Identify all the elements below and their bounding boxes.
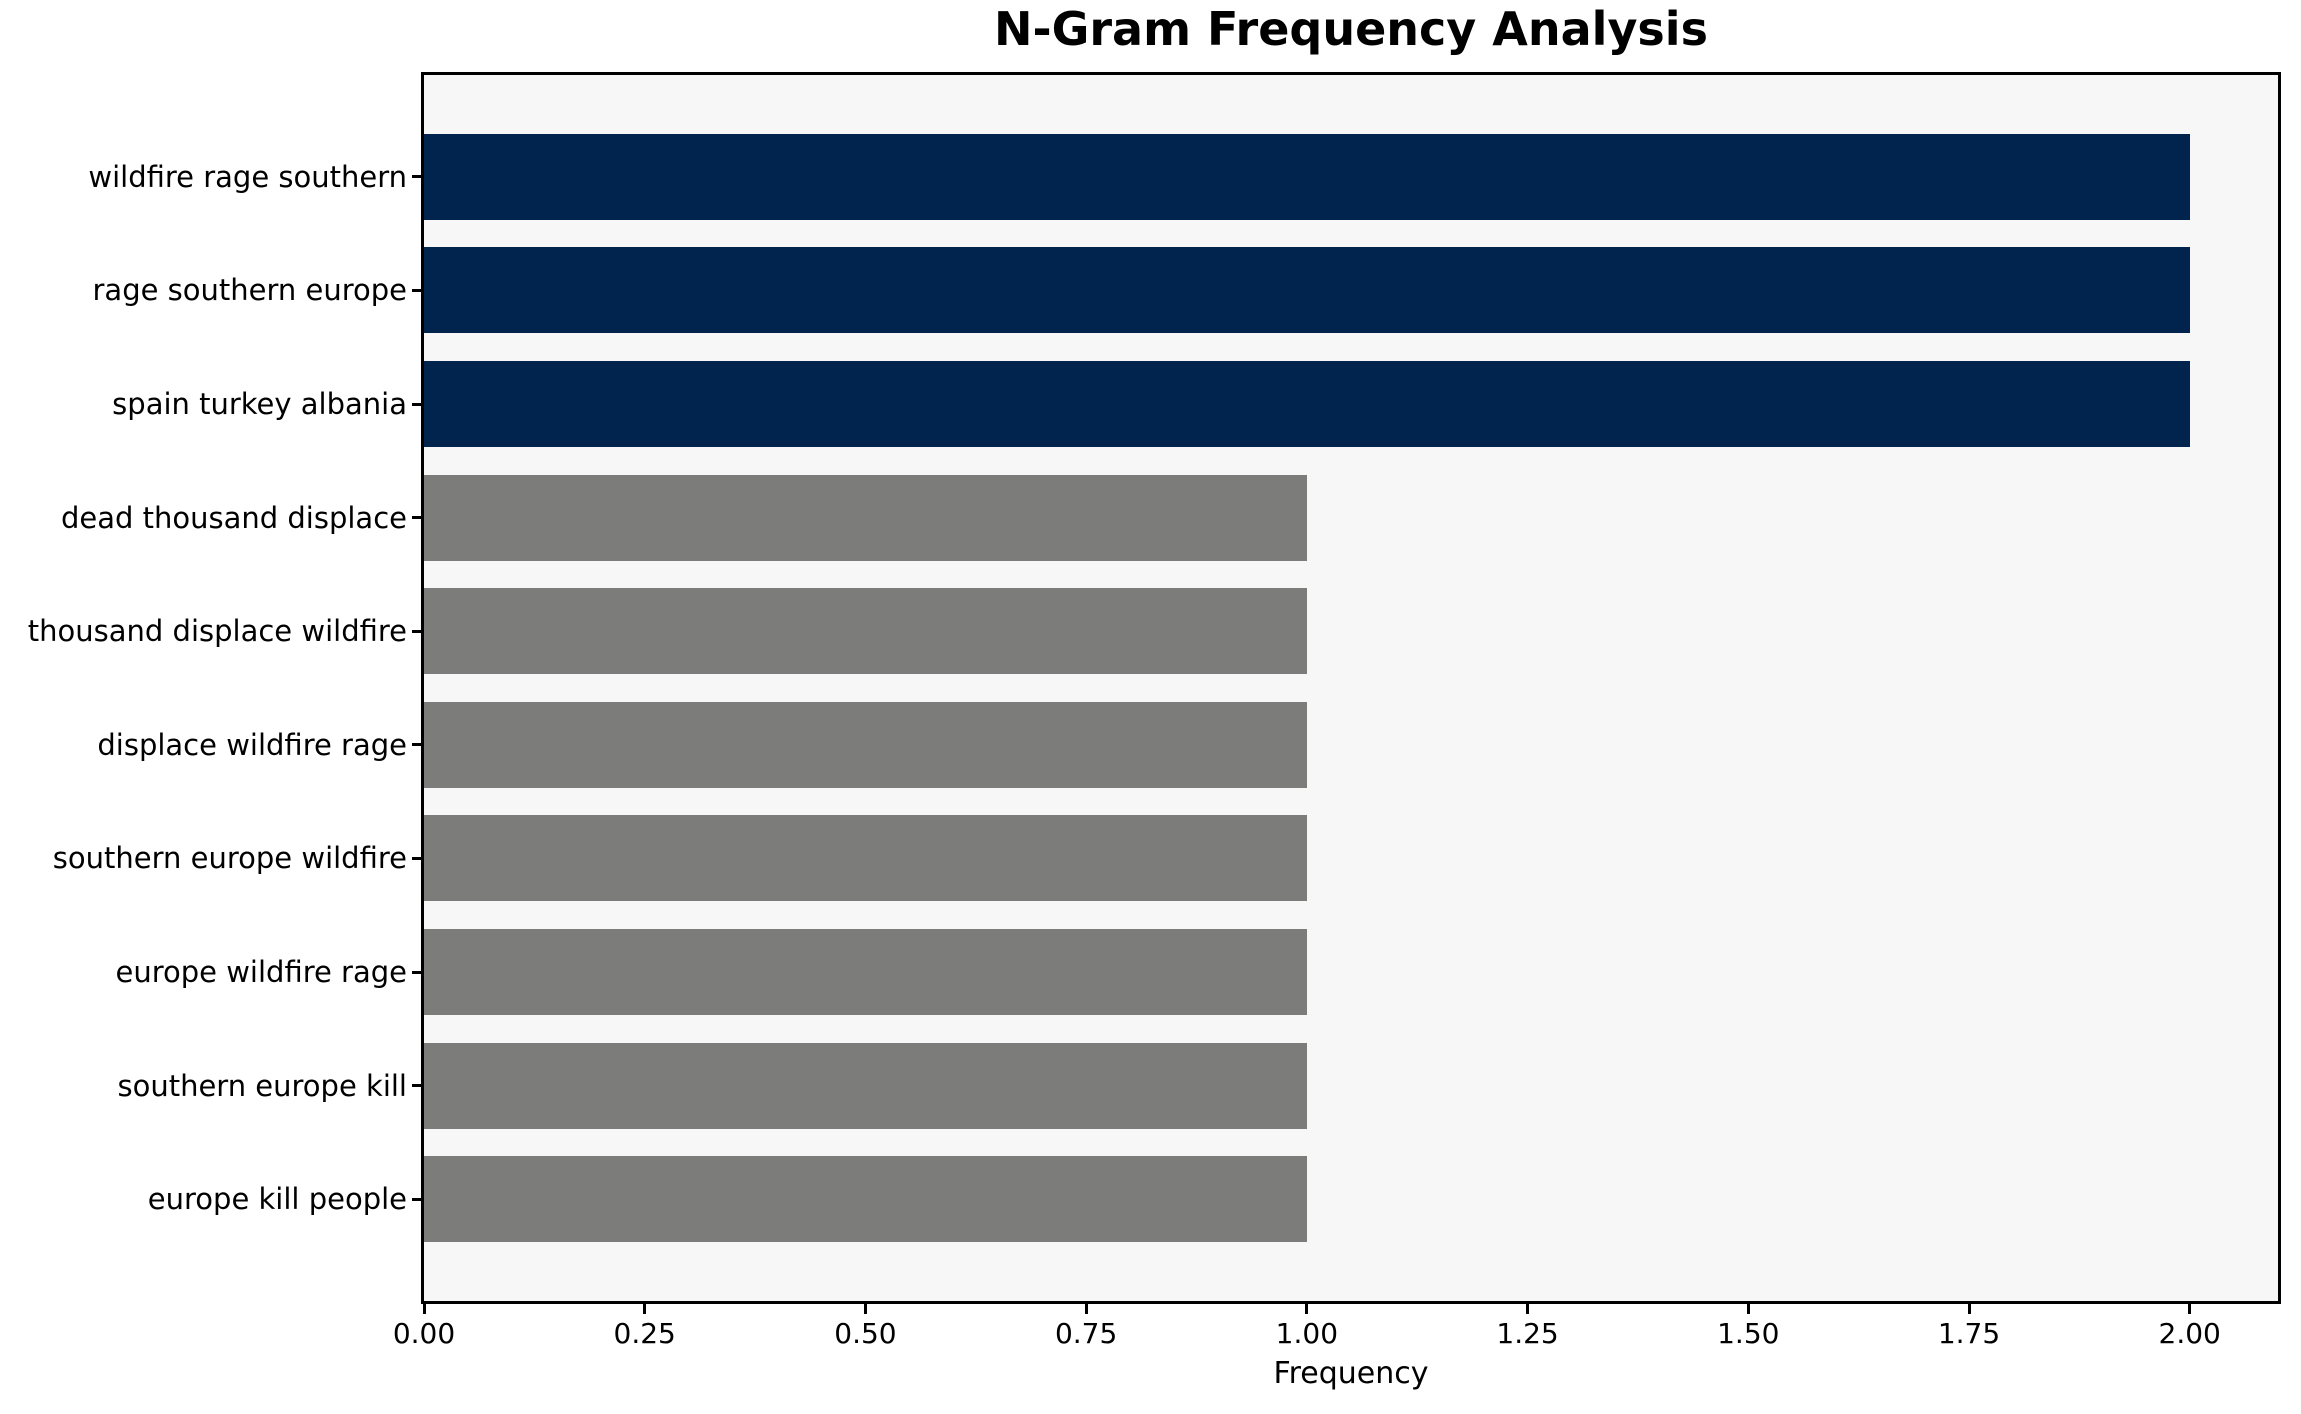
bar: [424, 929, 1307, 1015]
x-tick-label: 2.00: [2158, 1317, 2221, 1350]
x-tick-mark: [1305, 1304, 1309, 1314]
x-tick-label: 0.00: [392, 1317, 456, 1350]
x-tick-label: 0.25: [613, 1317, 676, 1350]
y-axis-label: dead thousand displace: [60, 500, 407, 535]
y-tick-mark: [412, 1197, 421, 1201]
x-tick-label: 1.50: [1717, 1317, 1780, 1350]
bar: [424, 588, 1307, 675]
bar: [424, 1042, 1307, 1129]
y-tick-mark: [412, 856, 421, 860]
y-tick-mark: [412, 175, 421, 179]
y-axis-label: wildfire rage southern: [88, 159, 407, 194]
y-tick-mark: [412, 743, 421, 747]
x-tick-mark: [422, 1304, 426, 1314]
y-axis-label: displace wildfire rage: [97, 727, 407, 762]
x-tick-mark: [1967, 1304, 1971, 1314]
y-axis-label: southern europe kill: [117, 1068, 407, 1103]
y-axis-label: southern europe wildfire: [52, 841, 407, 876]
chart-title: N-Gram Frequency Analysis: [994, 2, 1708, 56]
bar: [424, 815, 1307, 902]
bar: [424, 701, 1307, 788]
x-tick-mark: [643, 1304, 647, 1314]
x-tick-mark: [863, 1304, 867, 1314]
x-tick-label: 0.75: [1054, 1317, 1118, 1350]
x-tick-label: 1.00: [1275, 1317, 1339, 1350]
bar: [424, 474, 1307, 561]
y-axis-label: europe kill people: [147, 1182, 407, 1217]
x-axis-title: Frequency: [1273, 1356, 1429, 1391]
y-tick-mark: [412, 288, 421, 292]
bar: [424, 361, 2190, 447]
bar: [424, 247, 2190, 334]
y-tick-mark: [412, 970, 421, 974]
x-tick-mark: [1746, 1304, 1750, 1314]
x-tick-mark: [2188, 1304, 2192, 1314]
x-tick-label: 1.75: [1937, 1317, 2001, 1350]
y-axis-label: thousand displace wildfire: [27, 614, 407, 649]
x-tick-label: 0.50: [834, 1317, 897, 1350]
y-tick-mark: [412, 516, 421, 520]
y-tick-mark: [412, 402, 421, 406]
x-tick-mark: [1526, 1304, 1530, 1314]
y-axis-label: europe wildfire rage: [115, 955, 407, 989]
y-tick-mark: [412, 1084, 421, 1088]
y-axis-label: spain turkey albania: [112, 387, 407, 421]
y-tick-mark: [412, 629, 421, 633]
x-tick-mark: [1084, 1304, 1088, 1314]
y-axis-label: rage southern europe: [92, 273, 408, 308]
x-tick-label: 1.25: [1496, 1317, 1559, 1350]
bar: [424, 1156, 1307, 1243]
bar: [424, 133, 2190, 220]
